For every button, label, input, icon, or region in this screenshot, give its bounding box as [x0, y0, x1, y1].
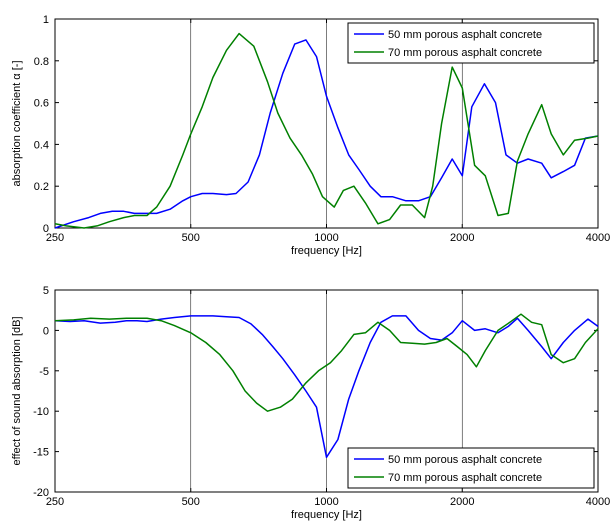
absorption-legend: 50 mm porous asphalt concrete 70 mm porou… — [347, 22, 595, 64]
absorption-legend-box — [347, 22, 595, 64]
sound-effect-xtick-label: 4000 — [586, 496, 610, 508]
absorption-ytick-label: 0.4 — [34, 139, 49, 151]
absorption-legend-label-2: 70 mm porous asphalt concrete — [388, 47, 542, 59]
sound-effect-xtick-label: 1000 — [314, 496, 338, 508]
absorption-ytick-label: 0 — [43, 223, 49, 235]
sound-effect-ytick-label: -15 — [33, 447, 49, 459]
absorption-ytick-label: 0.2 — [34, 181, 49, 193]
sound-effect-xtick-label: 2000 — [450, 496, 474, 508]
sound-effect-ytick-label: -5 — [39, 366, 49, 378]
sound-effect-ytick-label: -10 — [33, 406, 49, 418]
sound-effect-ytick-label: 5 — [43, 285, 49, 297]
absorption-xtick-label: 500 — [182, 232, 200, 244]
absorption-series-line-1 — [54, 39, 599, 229]
absorption-ytick-label: 0.8 — [34, 56, 49, 68]
sound-effect-series-line-2 — [54, 313, 599, 412]
sound-effect-ytick-label: 0 — [43, 325, 49, 337]
sound-effect-y-axis-label: effect of sound absorption [dB] — [11, 316, 23, 465]
sound-effect-legend-label-2: 70 mm porous asphalt concrete — [388, 472, 542, 484]
sound-effect-legend-label-1: 50 mm porous asphalt concrete — [388, 454, 542, 466]
sound-effect-xtick-label: 250 — [46, 496, 64, 508]
absorption-chart: 250 500 1000 2000 4000 0 0.2 0.4 0.6 0.8 1 frequenc… — [11, 14, 610, 257]
absorption-xtick-label: 1000 — [314, 232, 338, 244]
absorption-ytick-label: 1 — [43, 14, 49, 26]
sound-effect-chart: 250 500 1000 2000 4000 -20 -15 -10 -5 0 5 frequency… — [11, 285, 610, 521]
sound-effect-ytick-label: -20 — [33, 487, 49, 499]
sound-effect-x-axis-label: frequency [Hz] — [291, 509, 362, 521]
absorption-y-axis-label: absorption coefficient α [-] — [11, 60, 23, 186]
absorption-series-line-2 — [54, 32, 599, 229]
absorption-xtick-label: 250 — [46, 232, 64, 244]
sound-effect-xtick-label: 500 — [182, 496, 200, 508]
sound-effect-legend-box — [347, 447, 595, 489]
absorption-xtick-label: 4000 — [586, 232, 610, 244]
absorption-ytick-label: 0.6 — [34, 98, 49, 110]
absorption-xtick-label: 2000 — [450, 232, 474, 244]
absorption-x-axis-label: frequency [Hz] — [291, 245, 362, 257]
absorption-legend-label-1: 50 mm porous asphalt concrete — [388, 29, 542, 41]
sound-effect-legend: 50 mm porous asphalt concrete 70 mm porou… — [347, 447, 595, 489]
